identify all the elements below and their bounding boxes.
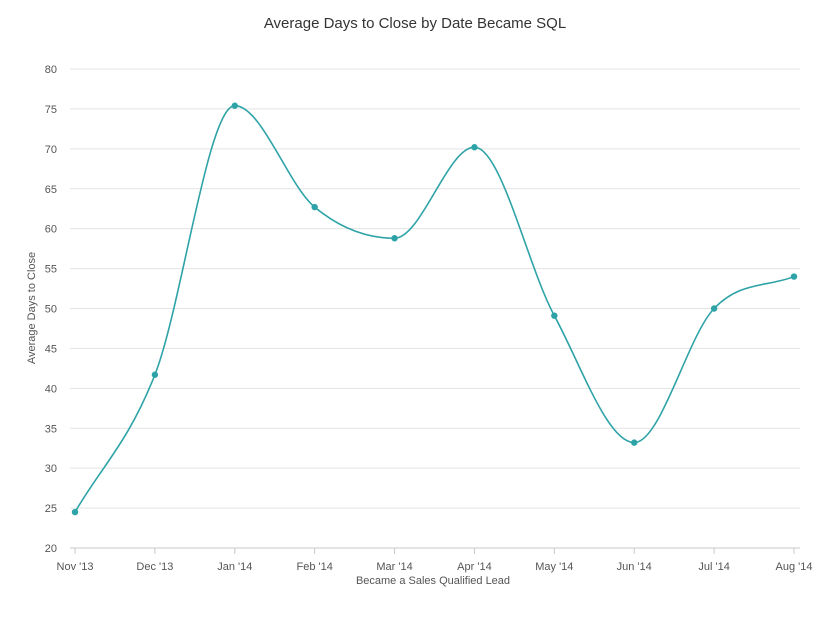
x-tick-label: May '14 — [535, 561, 573, 573]
y-tick-label: 60 — [45, 224, 57, 236]
data-point[interactable] — [71, 508, 79, 516]
chart-title: Average Days to Close by Date Became SQL — [264, 15, 566, 32]
y-tick-label: 70 — [45, 144, 57, 156]
y-axis-title: Average Days to Close — [26, 252, 38, 364]
data-point[interactable] — [551, 312, 558, 319]
y-tick-label: 50 — [45, 304, 57, 316]
x-tick-label: Dec '13 — [136, 561, 173, 573]
x-tick-label: Aug '14 — [776, 561, 813, 573]
x-tick-label: Jun '14 — [617, 561, 652, 573]
data-point[interactable] — [231, 102, 238, 109]
x-tick-label: Jul '14 — [698, 561, 729, 573]
x-tick-label: Apr '14 — [457, 561, 492, 573]
data-point[interactable] — [790, 273, 798, 280]
y-tick-label: 45 — [45, 343, 57, 355]
y-axis-tick-labels: 20 25 30 35 40 45 50 55 60 65 70 75 80 — [45, 64, 57, 555]
y-tick-label: 35 — [45, 423, 57, 435]
data-point[interactable] — [391, 235, 398, 242]
data-point[interactable] — [311, 203, 318, 211]
x-tick-label: Mar '14 — [376, 561, 412, 573]
series-layer — [71, 102, 798, 516]
series-line — [74, 104, 795, 513]
data-point[interactable] — [710, 305, 718, 312]
y-tick-label: 30 — [45, 463, 57, 475]
y-tick-label: 65 — [45, 184, 57, 196]
data-point[interactable] — [151, 371, 159, 378]
y-tick-label: 80 — [45, 64, 57, 76]
x-tick-label: Nov '13 — [57, 561, 94, 573]
data-point[interactable] — [631, 439, 638, 446]
x-tick-label: Feb '14 — [296, 561, 332, 573]
y-tick-label: 40 — [45, 383, 57, 395]
y-gridlines — [70, 68, 800, 509]
x-axis: Nov '13 Dec '13 Jan '14 Feb '14 Mar '14 Apr '… — [57, 547, 813, 573]
y-tick-label: 25 — [45, 503, 57, 515]
data-point[interactable] — [471, 144, 478, 151]
x-axis-title: Became a Sales Qualified Lead — [356, 575, 510, 587]
y-tick-label: 75 — [45, 104, 57, 116]
x-tick-label: Jan '14 — [217, 561, 252, 573]
y-tick-label: 55 — [45, 264, 57, 276]
y-tick-label: 20 — [45, 543, 57, 555]
